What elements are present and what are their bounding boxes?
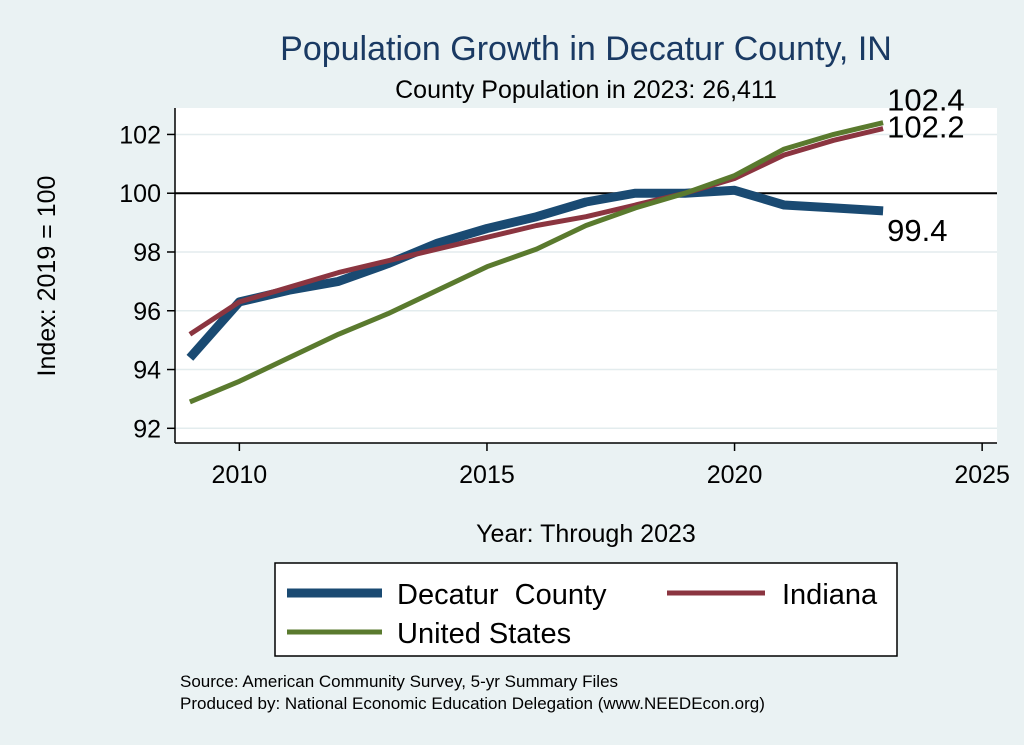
y-tick-label-94: 94 — [133, 357, 161, 385]
x-tick-label-2015: 2015 — [459, 461, 515, 489]
y-tick-label-100: 100 — [119, 180, 161, 208]
legend-label-indiana: Indiana — [782, 579, 878, 611]
legend-label-united-states: United States — [397, 618, 571, 650]
chart-subtitle: County Population in 2023: 26,411 — [395, 76, 777, 104]
y-tick-label-102: 102 — [119, 121, 161, 149]
y-axis-title: Index: 2019 = 100 — [33, 176, 61, 377]
end-label-decatur-county: 99.4 — [887, 213, 947, 248]
y-tick-label-98: 98 — [133, 239, 161, 267]
y-tick-label-96: 96 — [133, 298, 161, 326]
legend: Decatur County Indiana United States — [274, 562, 898, 657]
source-line: Source: American Community Survey, 5-yr … — [180, 672, 618, 691]
end-label-indiana: 102.2 — [887, 110, 965, 145]
x-tick-label-2010: 2010 — [212, 461, 268, 489]
chart-title: Population Growth in Decatur County, IN — [280, 30, 892, 68]
y-ticks: 92 94 96 98 100 102 — [119, 121, 175, 443]
series-line-decatur-county — [186, 185, 884, 361]
end-label-united-states: 102.4 — [887, 83, 965, 118]
plot-area — [175, 108, 997, 443]
series-line-indiana — [188, 126, 884, 337]
produced-by-line: Produced by: National Economic Education… — [180, 694, 765, 713]
series-line-united-states — [188, 120, 884, 405]
legend-label-decatur-county: Decatur County — [397, 579, 607, 611]
x-tick-label-2020: 2020 — [707, 461, 763, 489]
x-ticks: 2010 2015 2020 2025 — [212, 443, 1010, 489]
legend-box — [274, 562, 898, 657]
series-lines — [186, 120, 884, 405]
x-tick-label-2025: 2025 — [954, 461, 1010, 489]
y-tick-label-92: 92 — [133, 415, 161, 443]
x-axis-title: Year: Through 2023 — [476, 520, 696, 548]
